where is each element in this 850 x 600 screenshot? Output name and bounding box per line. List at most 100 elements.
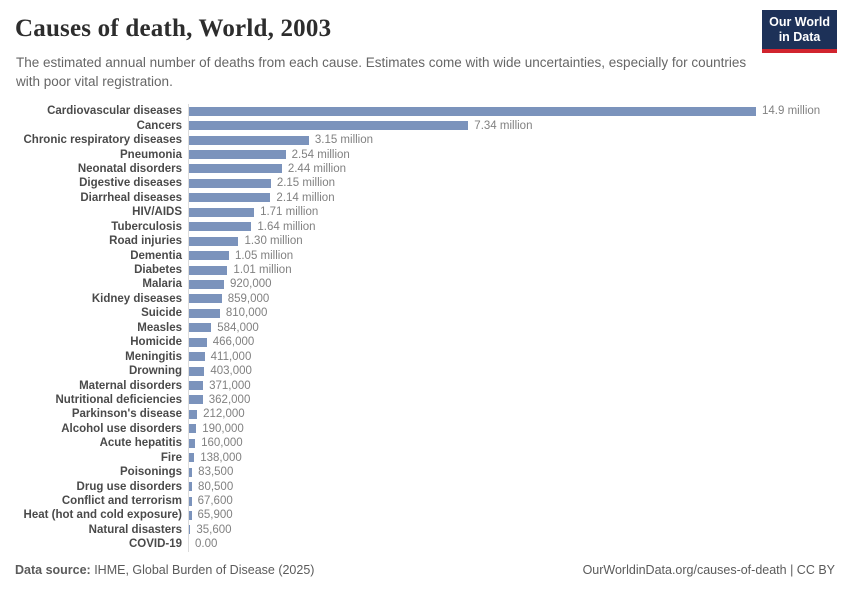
value-label: 0.00	[195, 538, 218, 551]
bar[interactable]	[189, 106, 756, 116]
category-label: Diarrheal diseases	[80, 191, 182, 204]
bar[interactable]	[189, 121, 469, 131]
bar[interactable]	[189, 207, 255, 217]
bar-row: Chronic respiratory diseases 3.15 million	[0, 132, 850, 148]
data-source: Data source: IHME, Global Burden of Dise…	[15, 563, 314, 577]
bar-track: 1.30 million	[188, 233, 850, 249]
bar-row: Pneumonia 2.54 million	[0, 147, 850, 162]
bar[interactable]	[189, 395, 203, 405]
bar[interactable]	[189, 424, 197, 434]
bar-row: Natural disasters 35,600	[0, 522, 850, 538]
bar-row: Maternal disorders 371,000	[0, 378, 850, 393]
bar-track: 35,600	[188, 522, 850, 538]
chart-subtitle: The estimated annual number of deaths fr…	[16, 55, 747, 90]
category-label: Digestive diseases	[79, 177, 182, 190]
category-label: Malaria	[142, 278, 182, 291]
value-label: 2.54 million	[291, 148, 350, 161]
bar-row: Measles 584,000	[0, 320, 850, 335]
value-label: 466,000	[212, 336, 255, 349]
bar-track: 362,000	[188, 392, 850, 408]
bar-row: Neonatal disorders 2.44 million	[0, 161, 850, 177]
bar[interactable]	[189, 135, 309, 145]
bar-row: Fire 138,000	[0, 450, 850, 465]
bar-track: 859,000	[188, 291, 850, 307]
bar-row: Kidney diseases 859,000	[0, 291, 850, 307]
bar-row: COVID-19 0.00	[0, 537, 850, 552]
bar[interactable]	[189, 308, 220, 318]
category-label: Pneumonia	[120, 148, 182, 161]
bar[interactable]	[189, 381, 204, 391]
category-label: Poisonings	[120, 466, 182, 479]
bar[interactable]	[189, 467, 193, 477]
category-label: Chronic respiratory diseases	[23, 134, 182, 147]
bar[interactable]	[189, 525, 191, 535]
bar-row: Tuberculosis 1.64 million	[0, 219, 850, 234]
bar[interactable]	[189, 337, 207, 347]
bar-row: Cardiovascular diseases 14.9 million	[0, 104, 850, 119]
category-label: Kidney diseases	[91, 292, 182, 305]
bar-track: 411,000	[188, 349, 850, 364]
bar-row: Homicide 466,000	[0, 335, 850, 350]
bar-row: Dementia 1.05 million	[0, 248, 850, 263]
bar-row: Suicide 810,000	[0, 306, 850, 321]
bar-track: 1.05 million	[188, 248, 850, 263]
value-label: 67,600	[197, 495, 233, 508]
bar-track: 0.00	[188, 537, 850, 552]
bar[interactable]	[189, 294, 222, 304]
category-label: Meningitis	[125, 350, 182, 363]
bar[interactable]	[189, 236, 239, 246]
chart-footer: Data source: IHME, Global Burden of Dise…	[15, 563, 835, 577]
owid-logo-line2: in Data	[778, 29, 821, 44]
bar[interactable]	[189, 265, 228, 275]
bar[interactable]	[189, 323, 212, 333]
bar[interactable]	[189, 178, 271, 188]
bar-track: 160,000	[188, 436, 850, 451]
owid-logo-line1: Our World	[769, 15, 830, 29]
category-label: Road injuries	[109, 235, 182, 248]
value-label: 35,600	[196, 523, 232, 536]
category-label: Suicide	[141, 307, 182, 320]
bar-track: 920,000	[188, 277, 850, 292]
value-label: 362,000	[208, 393, 251, 406]
bar[interactable]	[189, 150, 286, 160]
owid-logo[interactable]: Our World in Data	[762, 10, 837, 53]
value-label: 80,500	[198, 480, 234, 493]
bar[interactable]	[189, 164, 282, 174]
bar[interactable]	[189, 496, 192, 506]
category-label: Fire	[160, 451, 182, 464]
bar[interactable]	[189, 366, 205, 376]
bar-row: Alcohol use disorders 190,000	[0, 421, 850, 437]
value-label: 411,000	[210, 350, 252, 363]
bar[interactable]	[189, 482, 193, 492]
bar[interactable]	[189, 438, 196, 448]
credit-link[interactable]: OurWorldinData.org/causes-of-death | CC …	[582, 563, 835, 577]
value-label: 1.01 million	[233, 264, 292, 277]
bar[interactable]	[189, 251, 229, 261]
bar-row: Drowning 403,000	[0, 363, 850, 379]
category-label: Nutritional deficiencies	[55, 393, 182, 406]
bar-track: 65,900	[188, 508, 850, 523]
category-label: Acute hepatitis	[99, 437, 182, 450]
value-label: 920,000	[230, 278, 272, 291]
bar[interactable]	[189, 352, 205, 362]
bar[interactable]	[189, 409, 198, 419]
bar-track: 14.9 million	[188, 104, 850, 119]
bar-track: 67,600	[188, 493, 850, 509]
bar[interactable]	[189, 510, 192, 520]
value-label: 190,000	[202, 422, 244, 435]
bar-row: Malaria 920,000	[0, 277, 850, 292]
bar[interactable]	[189, 453, 195, 463]
value-label: 1.71 million	[260, 206, 319, 219]
category-label: HIV/AIDS	[132, 206, 182, 219]
category-label: Homicide	[130, 336, 182, 349]
bar-track: 7.34 million	[188, 118, 850, 133]
category-label: Neonatal disorders	[77, 162, 182, 175]
chart-rows: Cardiovascular diseases 14.9 million Cance…	[0, 104, 850, 552]
category-label: Maternal disorders	[79, 379, 182, 392]
category-label: Diabetes	[134, 264, 182, 277]
bar[interactable]	[189, 222, 252, 232]
bar[interactable]	[189, 193, 271, 203]
bar[interactable]	[189, 279, 224, 289]
value-label: 1.64 million	[257, 220, 316, 233]
